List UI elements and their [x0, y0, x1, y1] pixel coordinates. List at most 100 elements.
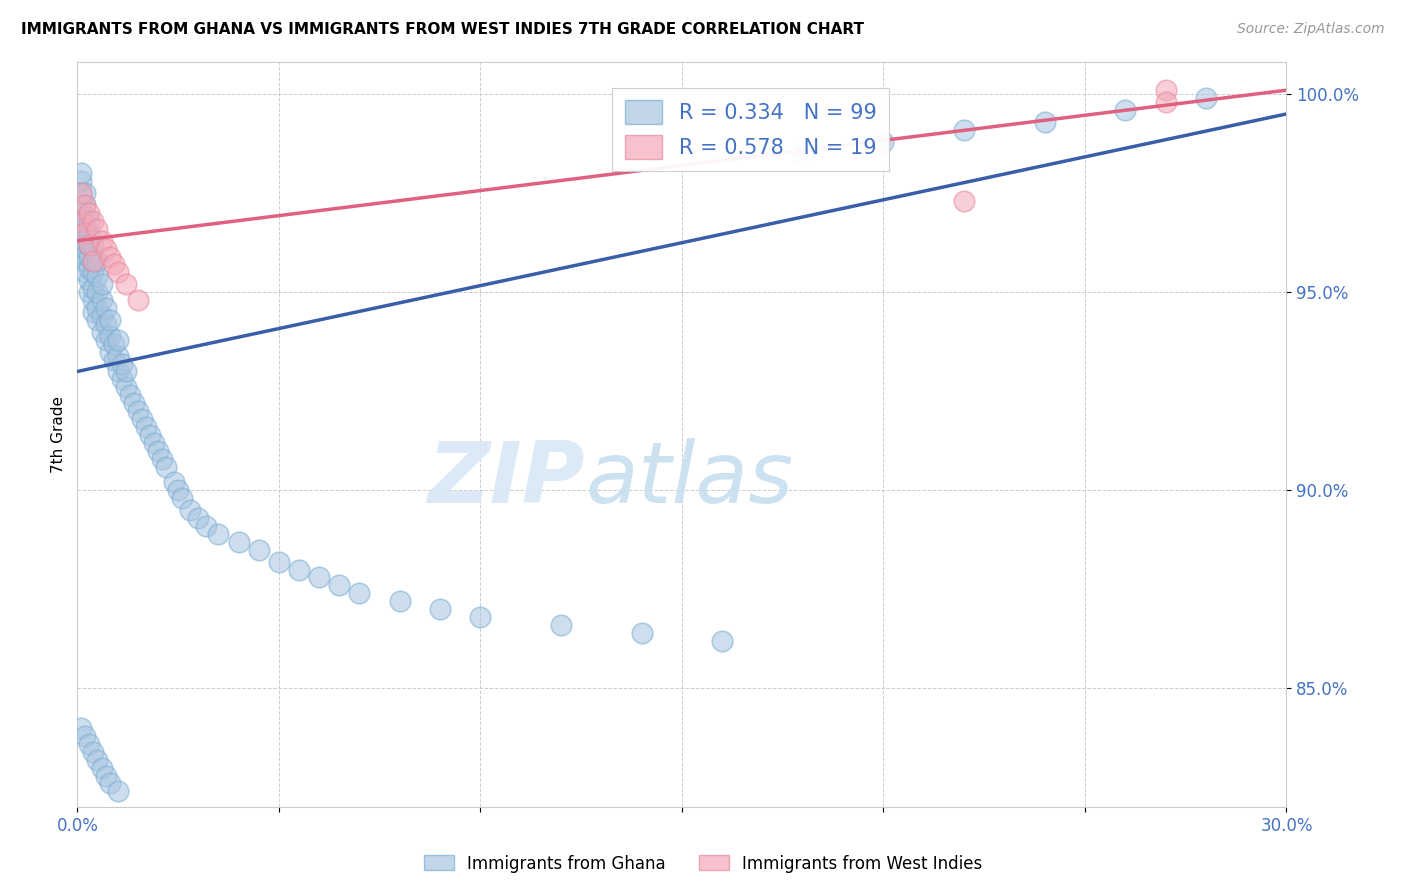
Point: [75, 253, 97, 268]
Point: [1033, 115, 1056, 129]
Point: [90, 761, 112, 775]
Legend: Immigrants from Ghana, Immigrants from West Indies: Immigrants from Ghana, Immigrants from W…: [418, 848, 988, 880]
Point: [103, 258, 125, 272]
Point: [70, 245, 93, 260]
Point: [550, 618, 572, 632]
Text: IMMIGRANTS FROM GHANA VS IMMIGRANTS FROM WEST INDIES 7TH GRADE CORRELATION CHART: IMMIGRANTS FROM GHANA VS IMMIGRANTS FROM…: [21, 22, 865, 37]
Point: [70, 218, 93, 232]
Point: [388, 594, 411, 608]
Point: [75, 222, 97, 236]
Point: [114, 277, 136, 292]
Point: [75, 242, 97, 256]
Point: [86, 313, 108, 327]
Point: [187, 511, 209, 525]
Point: [86, 301, 108, 315]
Point: [114, 380, 136, 394]
Point: [953, 123, 976, 137]
Point: [172, 491, 194, 506]
Point: [82, 281, 104, 295]
Point: [1114, 103, 1136, 117]
Point: [75, 265, 97, 279]
Y-axis label: 7th Grade: 7th Grade: [51, 396, 66, 474]
Point: [107, 364, 129, 378]
Point: [70, 226, 93, 240]
Point: [79, 237, 101, 252]
Point: [70, 186, 93, 201]
Point: [349, 586, 371, 600]
Point: [94, 242, 117, 256]
Point: [70, 186, 93, 201]
Point: [94, 333, 117, 347]
Point: [470, 610, 492, 624]
Point: [131, 412, 153, 426]
Point: [114, 364, 136, 378]
Point: [82, 293, 104, 307]
Point: [953, 194, 976, 208]
Point: [82, 237, 104, 252]
Point: [207, 527, 229, 541]
Text: ZIP: ZIP: [427, 438, 585, 521]
Point: [247, 542, 270, 557]
Point: [70, 234, 93, 248]
Point: [107, 265, 129, 279]
Point: [107, 333, 129, 347]
Point: [90, 277, 112, 292]
Point: [111, 357, 134, 371]
Point: [228, 534, 250, 549]
Point: [163, 475, 186, 490]
Point: [1154, 95, 1177, 109]
Point: [79, 214, 101, 228]
Point: [98, 313, 121, 327]
Point: [711, 633, 734, 648]
Point: [103, 336, 125, 351]
Point: [98, 250, 121, 264]
Point: [70, 166, 93, 180]
Point: [75, 186, 97, 201]
Legend: R = 0.334   N = 99, R = 0.578   N = 19: R = 0.334 N = 99, R = 0.578 N = 19: [612, 87, 889, 171]
Point: [70, 721, 93, 735]
Point: [142, 435, 165, 450]
Point: [94, 317, 117, 331]
Point: [328, 578, 350, 592]
Point: [1154, 83, 1177, 97]
Point: [79, 237, 101, 252]
Point: [79, 250, 101, 264]
Text: Source: ZipAtlas.com: Source: ZipAtlas.com: [1237, 22, 1385, 37]
Point: [792, 146, 814, 161]
Point: [82, 745, 104, 759]
Point: [429, 602, 451, 616]
Point: [75, 226, 97, 240]
Point: [288, 563, 311, 577]
Point: [79, 273, 101, 287]
Point: [195, 519, 218, 533]
Point: [107, 784, 129, 798]
Point: [127, 404, 149, 418]
Point: [118, 388, 141, 402]
Point: [75, 729, 97, 743]
Point: [94, 768, 117, 782]
Point: [75, 198, 97, 212]
Point: [82, 305, 104, 319]
Point: [90, 325, 112, 339]
Point: [179, 503, 201, 517]
Point: [135, 420, 157, 434]
Point: [70, 198, 93, 212]
Point: [90, 309, 112, 323]
Point: [146, 443, 169, 458]
Point: [267, 555, 290, 569]
Point: [79, 226, 101, 240]
Point: [79, 261, 101, 276]
Point: [70, 174, 93, 188]
Point: [86, 753, 108, 767]
Point: [79, 737, 101, 751]
Point: [1195, 91, 1218, 105]
Point: [86, 269, 108, 284]
Point: [90, 234, 112, 248]
Point: [139, 427, 162, 442]
Point: [167, 483, 190, 498]
Point: [308, 570, 330, 584]
Point: [75, 234, 97, 248]
Point: [75, 210, 97, 224]
Text: atlas: atlas: [585, 438, 793, 521]
Point: [86, 222, 108, 236]
